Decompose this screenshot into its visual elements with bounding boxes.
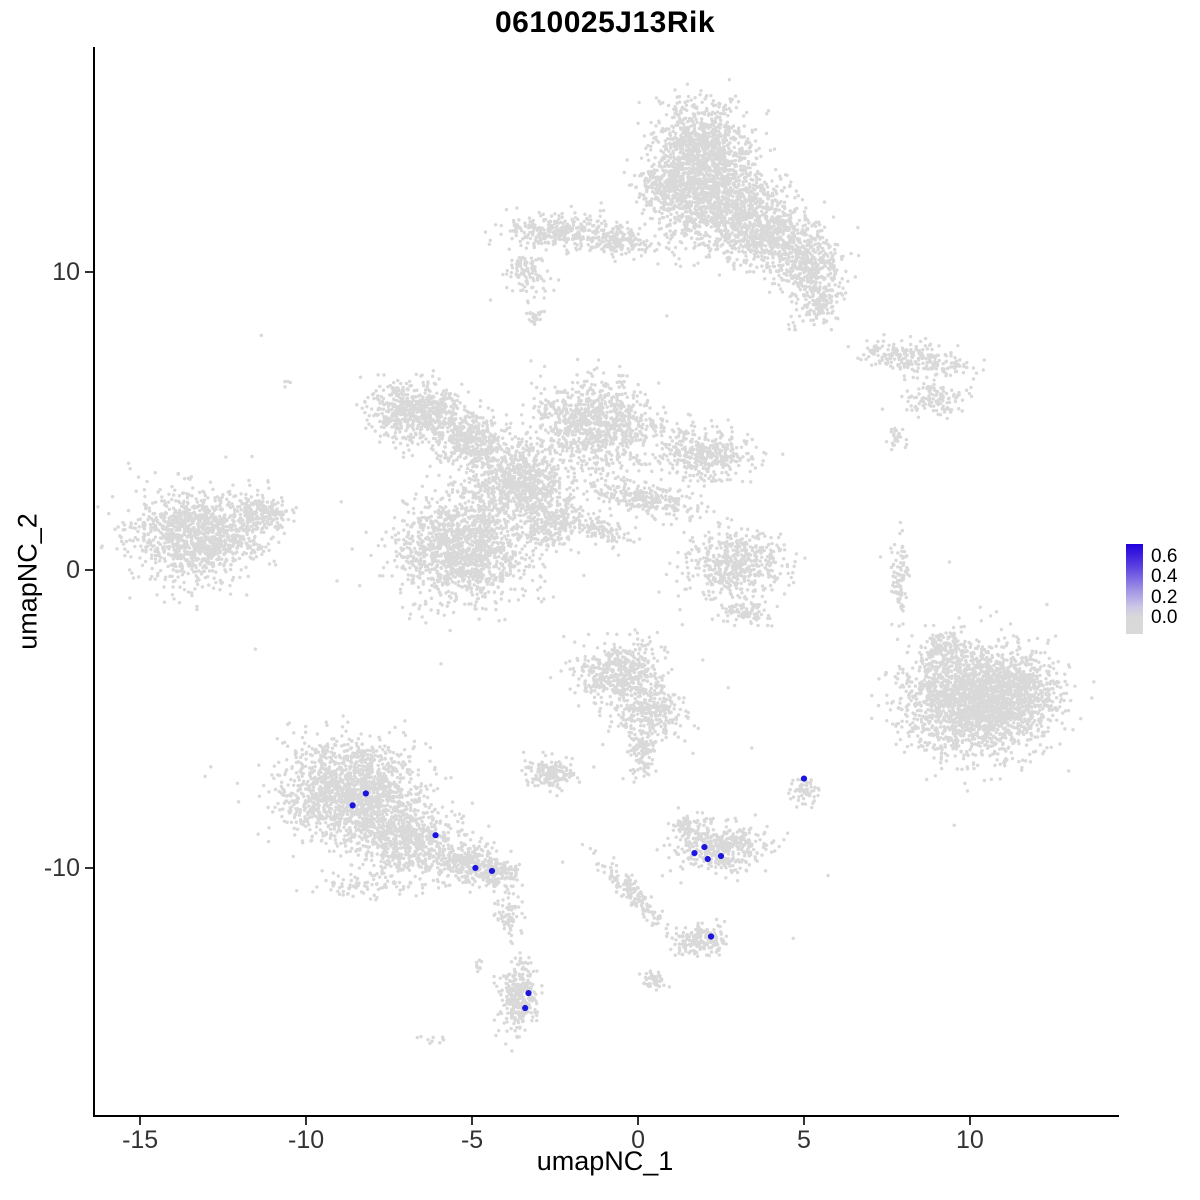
x-tick-mark <box>471 1117 474 1125</box>
colorbar-gradient <box>1126 544 1143 634</box>
y-tick-label: 0 <box>66 555 80 584</box>
expression-colorbar: 0.6 0.4 0.2 0.0 <box>1126 544 1200 644</box>
colorbar-tick-label: 0.0 <box>1151 606 1178 628</box>
x-tick-mark <box>637 1117 640 1125</box>
x-axis-title: umapNC_1 <box>536 1146 674 1176</box>
x-tick-label: -10 <box>288 1126 325 1154</box>
x-tick-label: -5 <box>460 1126 484 1154</box>
y-tick-label: -10 <box>43 853 80 882</box>
x-tick-label: 0 <box>631 1126 645 1154</box>
x-tick-mark <box>305 1117 308 1125</box>
colorbar-tick-label: 0.2 <box>1151 586 1178 608</box>
x-tick-label: 10 <box>956 1126 984 1154</box>
y-tick-label: 10 <box>52 257 80 286</box>
plot-title: 0610025J13Rik <box>494 6 716 39</box>
colorbar-tick-label: 0.4 <box>1151 566 1178 588</box>
y-axis-line <box>93 47 95 1117</box>
y-axis-title: umapNC_2 <box>12 513 43 650</box>
y-tick-mark <box>85 866 93 869</box>
x-axis-line <box>93 1115 1119 1117</box>
x-tick-mark <box>139 1117 142 1125</box>
colorbar-tick-label: 0.6 <box>1151 546 1178 567</box>
x-tick-mark <box>968 1117 971 1125</box>
x-tick-label: -15 <box>122 1126 159 1154</box>
x-tick-label: 5 <box>797 1126 811 1154</box>
x-tick-mark <box>802 1117 805 1125</box>
y-tick-mark <box>85 270 93 273</box>
y-tick-mark <box>85 568 93 571</box>
